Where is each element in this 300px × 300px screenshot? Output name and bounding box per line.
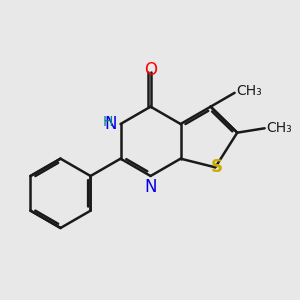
Text: CH₃: CH₃ — [266, 121, 292, 135]
Text: H: H — [103, 115, 113, 129]
Text: S: S — [211, 158, 223, 176]
Text: CH₃: CH₃ — [236, 84, 262, 98]
Text: N: N — [144, 178, 157, 196]
Text: N: N — [104, 115, 116, 133]
Text: O: O — [144, 61, 157, 79]
